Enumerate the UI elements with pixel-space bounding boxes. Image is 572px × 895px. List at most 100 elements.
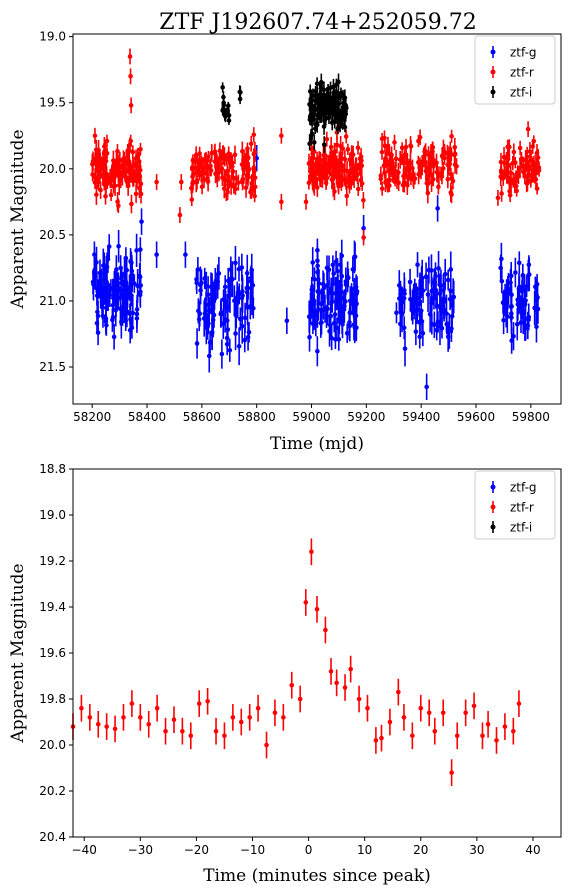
data-point xyxy=(95,309,100,315)
data-point xyxy=(239,323,245,329)
data-point xyxy=(230,160,235,166)
top-axes-frame xyxy=(72,33,562,405)
data-point xyxy=(511,149,517,155)
data-point xyxy=(111,334,117,340)
data-point xyxy=(208,163,213,169)
data-point xyxy=(378,173,384,178)
data-point xyxy=(315,348,320,354)
data-point xyxy=(534,298,539,303)
data-point xyxy=(503,310,509,315)
data-point xyxy=(533,284,538,290)
data-point xyxy=(213,728,219,734)
data-point xyxy=(137,185,142,191)
data-point xyxy=(345,147,351,152)
data-point xyxy=(471,703,477,709)
data-point xyxy=(196,317,202,322)
data-point xyxy=(236,180,241,185)
data-point xyxy=(123,255,129,261)
data-point xyxy=(218,311,224,317)
data-point xyxy=(358,177,364,183)
data-point xyxy=(449,192,454,197)
bottom-data-points xyxy=(70,538,522,786)
data-point xyxy=(426,152,431,158)
data-point xyxy=(526,172,532,178)
data-point xyxy=(534,324,539,330)
data-point xyxy=(104,724,109,729)
data-point xyxy=(344,168,350,174)
data-point xyxy=(408,296,413,302)
data-point xyxy=(309,287,315,293)
data-point xyxy=(96,147,101,153)
data-point xyxy=(514,321,520,327)
data-point xyxy=(289,682,295,688)
data-point xyxy=(138,146,143,152)
x-tick-label: −10 xyxy=(240,843,265,857)
data-point xyxy=(94,192,99,197)
data-point xyxy=(244,270,250,276)
data-point xyxy=(401,160,407,166)
data-point xyxy=(311,140,317,145)
data-point xyxy=(338,90,344,96)
bottom-x-axis: −40 −30 −20 −10 0 10 20 30 40 xyxy=(72,837,541,857)
data-point xyxy=(199,184,205,190)
data-point xyxy=(312,277,317,282)
data-point xyxy=(199,158,204,164)
data-point xyxy=(324,283,330,288)
data-point xyxy=(423,274,429,279)
x-tick-label: 0 xyxy=(305,843,313,857)
data-point xyxy=(208,284,214,290)
data-point xyxy=(245,146,250,151)
data-point xyxy=(281,715,286,720)
data-point xyxy=(205,175,210,181)
data-point xyxy=(238,719,244,725)
data-point xyxy=(534,161,540,167)
legend-marker-dot xyxy=(490,89,496,95)
data-point xyxy=(246,329,252,335)
top-legend: ztf-g ztf-r ztf-i xyxy=(474,35,556,105)
data-point xyxy=(373,738,379,743)
data-point xyxy=(485,722,491,727)
data-point xyxy=(338,153,343,159)
data-point xyxy=(347,323,353,329)
data-point xyxy=(309,116,315,121)
x-tick-label: 40 xyxy=(525,843,540,857)
data-point xyxy=(125,159,130,164)
data-point xyxy=(434,160,439,166)
data-point xyxy=(101,150,107,156)
data-point xyxy=(303,199,309,205)
legend-marker-dot xyxy=(490,49,496,55)
data-point xyxy=(107,175,113,181)
x-tick-label: −40 xyxy=(72,843,97,857)
x-tick-label: −20 xyxy=(184,843,209,857)
data-point xyxy=(498,174,504,179)
data-point xyxy=(252,149,258,155)
data-point xyxy=(321,106,327,112)
data-point xyxy=(138,715,143,720)
data-point xyxy=(531,138,537,144)
data-point xyxy=(219,351,225,357)
data-point xyxy=(323,627,328,633)
data-point xyxy=(355,186,361,192)
data-point xyxy=(525,162,531,168)
data-point xyxy=(211,292,216,297)
top-x-axis: 58200 58400 58600 58800 59000 59200 59400 59600… xyxy=(73,404,550,424)
data-point xyxy=(130,163,136,169)
y-tick-label: 19.5 xyxy=(39,96,66,110)
panel-top-lightcurve: 58200 58400 58600 58800 59000 59200 59400 59600… xyxy=(8,30,562,454)
data-point xyxy=(426,710,432,716)
data-point xyxy=(331,320,337,326)
data-point xyxy=(404,166,409,172)
data-point xyxy=(92,133,98,139)
data-point xyxy=(379,136,385,142)
y-tick-label: 18.8 xyxy=(39,462,66,476)
data-point xyxy=(133,191,139,197)
data-point xyxy=(327,163,332,168)
y-tick-label: 19.2 xyxy=(39,554,66,568)
data-point xyxy=(516,701,522,706)
data-point xyxy=(120,292,126,298)
data-point xyxy=(138,247,143,252)
data-point xyxy=(333,337,338,342)
data-point xyxy=(429,288,435,294)
data-point xyxy=(440,710,446,716)
x-tick-label: 59200 xyxy=(347,410,385,424)
